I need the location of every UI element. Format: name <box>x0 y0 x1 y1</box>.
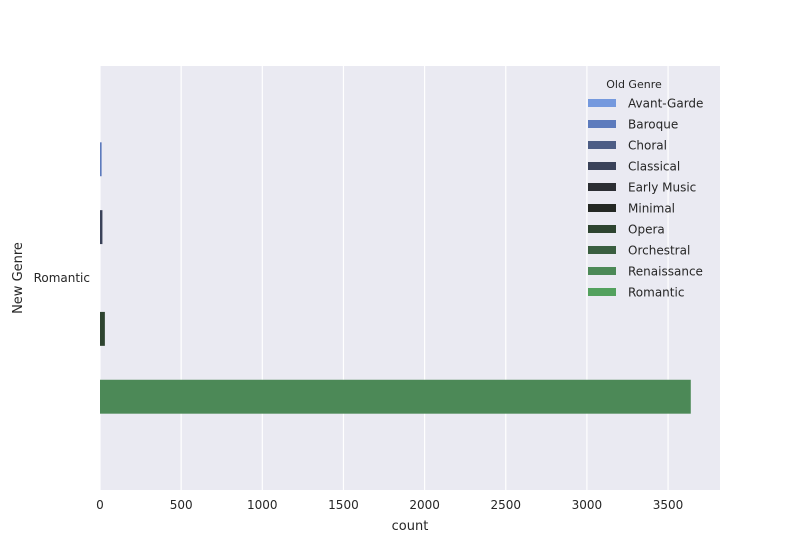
bar-opera <box>100 311 105 346</box>
legend-label: Renaissance <box>628 265 703 279</box>
legend: Old Genre Avant-Garde Baroque Choral Classi… <box>588 78 703 300</box>
bars <box>100 142 691 414</box>
legend-label: Romantic <box>628 286 684 300</box>
x-axis-title: count <box>392 519 429 534</box>
x-tick-label: 3000 <box>572 498 603 512</box>
y-tick-labels: Romantic <box>34 271 90 285</box>
legend-label: Avant-Garde <box>628 97 703 111</box>
legend-swatch <box>588 288 616 296</box>
legend-label: Classical <box>628 160 680 174</box>
legend-label: Minimal <box>628 202 675 216</box>
x-tick-label: 2000 <box>409 498 440 512</box>
legend-label: Early Music <box>628 181 696 195</box>
legend-swatch <box>588 225 616 233</box>
legend-swatch <box>588 120 616 128</box>
x-tick-label: 1000 <box>247 498 278 512</box>
x-tick-label: 2500 <box>490 498 521 512</box>
legend-swatch <box>588 246 616 254</box>
legend-title: Old Genre <box>606 78 662 91</box>
legend-swatch <box>588 267 616 275</box>
x-tick-label: 0 <box>96 498 104 512</box>
bar-baroque <box>100 142 102 177</box>
x-tick-label: 1500 <box>328 498 359 512</box>
legend-label: Orchestral <box>628 244 690 258</box>
y-axis-title: New Genre <box>11 242 26 314</box>
bar-classical <box>100 210 103 245</box>
plot-background <box>100 66 720 490</box>
legend-swatch <box>588 183 616 191</box>
legend-swatch <box>588 204 616 212</box>
legend-label: Baroque <box>628 118 678 132</box>
legend-label: Opera <box>628 223 665 237</box>
y-tick-label: Romantic <box>34 271 90 285</box>
x-tick-label: 3500 <box>653 498 684 512</box>
grid-lines <box>99 66 669 490</box>
legend-swatch <box>588 162 616 170</box>
legend-label: Choral <box>628 139 667 153</box>
bar-renaissance <box>100 379 691 414</box>
legend-swatch <box>588 99 616 107</box>
x-tick-label: 500 <box>170 498 193 512</box>
legend-swatch <box>588 141 616 149</box>
x-tick-labels: 0 500 1000 1500 2000 2500 3000 3500 <box>96 498 683 512</box>
